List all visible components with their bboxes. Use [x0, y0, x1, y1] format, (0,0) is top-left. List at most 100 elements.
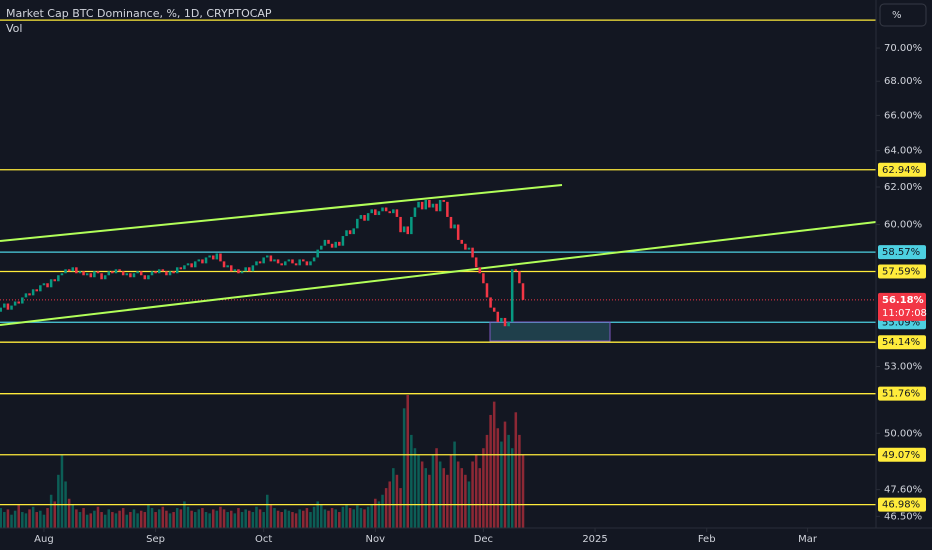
candle-body [280, 263, 283, 266]
candle-body [323, 239, 327, 246]
candle-body [341, 236, 345, 246]
candle-body [500, 317, 503, 323]
candle-body [247, 267, 251, 272]
volume-bar [273, 508, 276, 528]
volume-bar [521, 454, 525, 528]
candle-body [89, 273, 93, 278]
volume-bar [428, 474, 431, 528]
y-tick-label: 68.00% [884, 76, 922, 87]
candle-body [42, 283, 46, 286]
level-label: 51.76% [882, 389, 920, 400]
candle-body [392, 209, 395, 214]
volume-bar [147, 504, 150, 528]
x-tick-label: Sep [146, 534, 165, 545]
candle-body [183, 265, 186, 270]
candle-body [190, 263, 193, 268]
candle-body [521, 283, 525, 300]
volume-bar [334, 509, 337, 528]
y-tick-label: 70.00% [884, 43, 922, 54]
volume-bar [485, 434, 489, 528]
level-label: 54.14% [882, 337, 920, 348]
volume-bar [204, 512, 208, 528]
candle-body [496, 311, 500, 323]
level-layer [0, 19, 876, 506]
volume-bar [406, 395, 410, 528]
chart-title: Market Cap BTC Dominance, %, 1D, CRYPTOC… [6, 7, 272, 20]
volume-bar [338, 512, 341, 528]
volume-bar [247, 510, 251, 528]
volume-bar [46, 508, 49, 528]
candle-body [53, 279, 57, 282]
level-label-box [878, 162, 926, 177]
volume-bar [229, 510, 233, 528]
volume-bar [478, 468, 482, 528]
volume-bar [190, 510, 193, 528]
candle-body [438, 199, 442, 212]
candle-body [312, 257, 316, 262]
candle-body [489, 297, 492, 308]
candle-body [139, 271, 143, 276]
volume-bar [17, 504, 20, 528]
candle-body [492, 307, 496, 312]
volume-bar [255, 506, 258, 528]
volume-bar [381, 494, 384, 528]
candle-body [471, 247, 474, 258]
candle-body [240, 271, 244, 274]
candle-body [125, 273, 129, 276]
candle-body [359, 215, 363, 219]
volume-bar [28, 509, 31, 528]
volume-bar [320, 504, 323, 528]
candle-body [75, 267, 78, 274]
volume-bar [345, 504, 348, 528]
candle-body [399, 216, 402, 233]
candle-body [410, 216, 413, 235]
candle-body [402, 226, 406, 233]
volume-bar [237, 508, 240, 528]
candle-body [453, 224, 456, 229]
volume-bar [258, 509, 262, 528]
candle-body [129, 273, 132, 278]
candle-body [395, 209, 399, 217]
volume-bar [507, 434, 510, 528]
volume-bar [96, 506, 100, 528]
candle-body [276, 259, 280, 264]
volume-bar [460, 468, 464, 528]
volume-bar [222, 509, 226, 528]
candle-body [35, 289, 39, 292]
volume-bar [496, 428, 500, 528]
candle-body [211, 255, 215, 260]
candle-body [17, 301, 20, 304]
x-tick-label: Feb [698, 534, 716, 545]
volume-bar [165, 510, 168, 528]
volume-bar [291, 512, 294, 528]
volume-bar [262, 512, 265, 528]
candle-body [363, 215, 366, 221]
candle-body [449, 216, 453, 229]
volume-bar [417, 454, 420, 528]
volume-bar [302, 510, 305, 528]
volume-label: Vol [6, 22, 22, 35]
volume-bar [233, 513, 237, 528]
volume-bar [39, 510, 42, 528]
candle-body [266, 255, 269, 258]
volume-bar [172, 512, 175, 528]
volume-bar [435, 448, 438, 528]
volume-bar [280, 512, 283, 528]
candle-body [24, 293, 28, 298]
volume-bar [157, 509, 161, 528]
volume-bar [78, 512, 82, 528]
candle-body [175, 267, 179, 274]
candle-body [424, 199, 428, 210]
last-price-box [878, 292, 926, 321]
volume-bar [0, 508, 2, 528]
level-label-box [878, 264, 926, 279]
scale-button-label[interactable]: % [892, 10, 902, 21]
candle-body [518, 271, 521, 284]
candle-body [3, 303, 6, 308]
volume-bar [446, 474, 449, 528]
candle-body [244, 267, 247, 272]
scale-button[interactable] [879, 3, 927, 27]
volume-bar [269, 504, 273, 528]
trend-line-upper [0, 184, 563, 242]
candle-body [147, 275, 150, 280]
